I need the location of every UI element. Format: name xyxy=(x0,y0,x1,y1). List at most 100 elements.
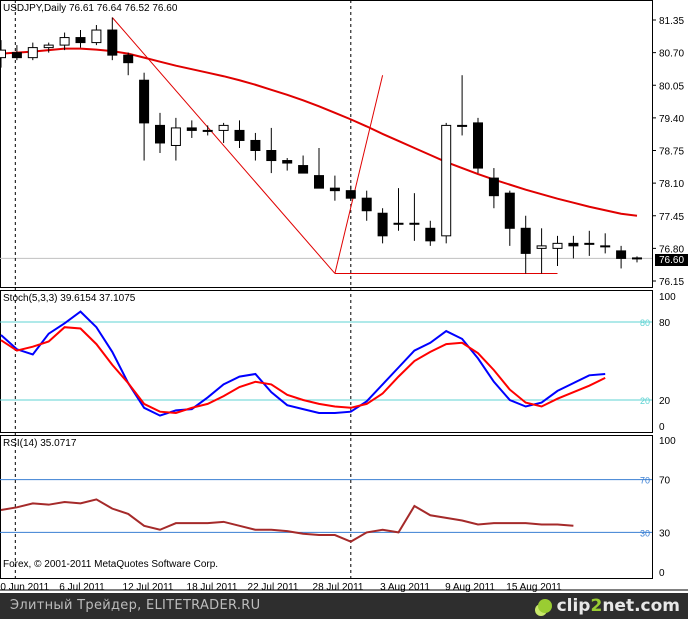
date-tick-label: 6 Jul 2011 xyxy=(59,582,105,593)
rsi-level-label: 70 xyxy=(640,476,650,486)
rsi-header: RSI(14) 35.0717 xyxy=(3,438,77,449)
candle-up xyxy=(202,129,213,132)
stoch-k-line xyxy=(0,310,606,417)
logo-text-a: clip xyxy=(556,596,591,616)
panel-frame xyxy=(0,290,653,433)
candle-up xyxy=(552,242,563,249)
price-label-box xyxy=(655,254,688,266)
candle-up xyxy=(409,222,420,225)
candle-up xyxy=(441,124,452,237)
period-separators xyxy=(14,0,352,580)
moving-average-line xyxy=(0,47,638,217)
candle-up xyxy=(91,29,102,44)
candle-down xyxy=(75,37,86,44)
price-label: 76.60 xyxy=(655,254,688,266)
panel-frame xyxy=(0,0,653,288)
price-tick-label: 78.75 xyxy=(659,147,684,158)
stoch-level-label: 80 xyxy=(640,318,650,328)
stoch-tick-label: 20 xyxy=(659,396,671,407)
candle-up xyxy=(457,124,468,127)
stoch-header: Stoch(5,3,3) 39.6154 37.1075 xyxy=(3,293,136,304)
candle-down xyxy=(298,165,309,174)
candle-up xyxy=(600,245,611,248)
stoch-d-line xyxy=(0,326,606,415)
clip2net-logo[interactable]: clip2net.com xyxy=(537,595,680,617)
candle-down xyxy=(425,227,436,242)
candle-up xyxy=(59,37,70,46)
candle-down xyxy=(616,250,627,259)
date-tick-label: 30 Jun 2011 xyxy=(0,582,50,593)
candle-down xyxy=(568,242,579,247)
logo-text: clip2net.com xyxy=(557,596,680,616)
logo-text-c: net.com xyxy=(602,596,680,616)
price-tick-label: 76.80 xyxy=(659,244,684,255)
trendlines xyxy=(111,17,558,274)
moving-average xyxy=(0,47,638,217)
logo-icon xyxy=(537,599,552,613)
candle-down xyxy=(282,160,293,164)
rsi-tick-label: 0 xyxy=(659,568,665,579)
trendline xyxy=(334,75,384,274)
candle-down xyxy=(377,212,388,237)
price-tick-label: 77.45 xyxy=(659,212,684,223)
copyright-text: Forex, © 2001-2011 MetaQuotes Software C… xyxy=(3,559,218,570)
candle-down xyxy=(361,197,372,212)
candle-down xyxy=(488,177,499,197)
candle-down xyxy=(473,122,483,169)
candle-down xyxy=(139,79,150,124)
stoch-tick-label: 0 xyxy=(659,422,665,433)
date-tick-label: 15 Aug 2011 xyxy=(506,582,562,593)
candle-up xyxy=(584,242,595,245)
chart-canvas: 81.35 80.70 80.05 79.40 78.75 78.10 77.45 76.80… xyxy=(0,0,688,593)
candle-down xyxy=(266,150,277,162)
candle-down xyxy=(520,227,531,254)
main-header: USDJPY,Daily 76.61 76.64 76.52 76.60 xyxy=(3,3,178,14)
trendline xyxy=(111,17,336,274)
rsi-tick-label: 100 xyxy=(659,436,676,447)
panel-frame xyxy=(0,435,653,579)
candle-down xyxy=(504,192,515,229)
panel-frames xyxy=(0,0,688,591)
date-tick-label: 3 Aug 2011 xyxy=(380,582,430,593)
date-tick-label: 28 Jul 2011 xyxy=(313,582,364,593)
candle-down xyxy=(314,175,324,189)
chart-background xyxy=(0,0,688,593)
rsi-tick-label: 70 xyxy=(659,476,671,487)
candles xyxy=(0,17,642,274)
footer-bar: Элитный Трейдер, ELITETRADER.RU clip2net… xyxy=(0,593,688,619)
date-tick-label: 12 Jul 2011 xyxy=(123,582,174,593)
candle-down xyxy=(123,54,134,64)
indicator-levels xyxy=(0,257,652,533)
rsi-tick-label: 30 xyxy=(659,528,671,539)
candle-up xyxy=(393,222,404,225)
stoch-level-label: 20 xyxy=(640,396,650,406)
price-label-text: 76.60 xyxy=(659,255,684,266)
candle-down xyxy=(186,127,197,131)
axis-labels: 81.35 80.70 80.05 79.40 78.75 78.10 77.45 76.80… xyxy=(0,16,684,593)
price-tick-label: 78.10 xyxy=(659,179,684,190)
price-tick-label: 81.35 xyxy=(659,16,684,27)
candle-up xyxy=(536,245,547,249)
candle-down xyxy=(632,257,642,260)
stoch-tick-label: 100 xyxy=(659,292,676,303)
site-text: Элитный Трейдер, ELITETRADER.RU xyxy=(10,598,261,613)
candle-down xyxy=(155,124,165,144)
date-tick-label: 22 Jul 2011 xyxy=(248,582,299,593)
rsi-line xyxy=(0,498,574,543)
candle-down xyxy=(11,52,22,59)
date-tick-label: 18 Jul 2011 xyxy=(187,582,238,593)
candle-up xyxy=(218,124,229,131)
candle-down xyxy=(329,187,340,192)
candle-down xyxy=(234,129,245,141)
candle-down xyxy=(107,29,118,56)
price-tick-label: 79.40 xyxy=(659,114,684,125)
candle-up xyxy=(0,49,6,59)
stoch-tick-label: 80 xyxy=(659,318,671,329)
rsi-level-label: 30 xyxy=(640,528,650,538)
price-tick-label: 76.15 xyxy=(659,277,684,288)
price-tick-label: 80.05 xyxy=(659,81,684,92)
panel-texts: USDJPY,Daily 76.61 76.64 76.52 76.60 Sto… xyxy=(3,3,218,570)
candle-up xyxy=(27,47,38,59)
price-tick-label: 80.70 xyxy=(659,49,684,60)
candle-up xyxy=(43,44,54,49)
